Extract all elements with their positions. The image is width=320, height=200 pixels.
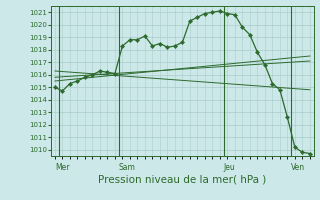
X-axis label: Pression niveau de la mer( hPa ): Pression niveau de la mer( hPa ) bbox=[98, 175, 267, 185]
Text: Sam: Sam bbox=[119, 163, 136, 172]
Text: Ven: Ven bbox=[291, 163, 305, 172]
Text: Mer: Mer bbox=[55, 163, 69, 172]
Text: Jeu: Jeu bbox=[224, 163, 236, 172]
